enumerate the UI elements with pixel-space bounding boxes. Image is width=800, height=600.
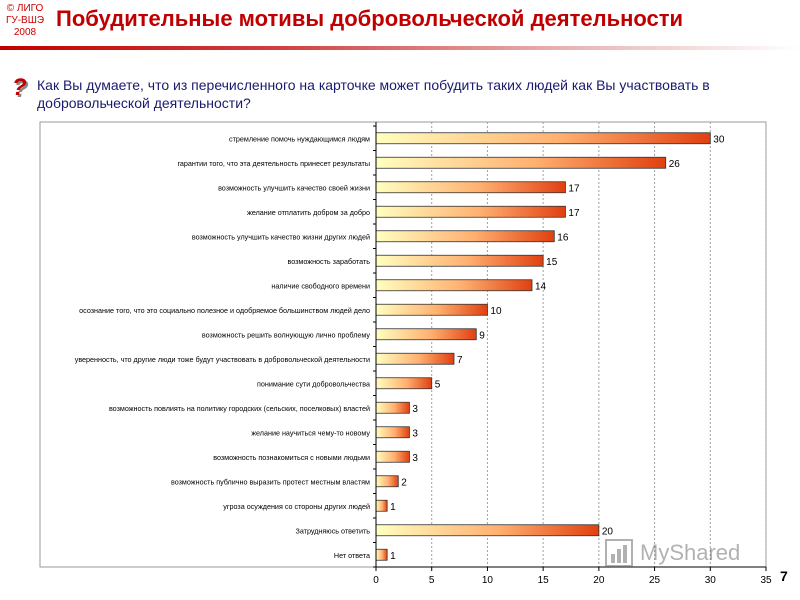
title-divider xyxy=(0,46,800,50)
bar-chart-icon xyxy=(605,539,633,567)
category-label: Затрудняюсь ответить xyxy=(296,526,371,535)
data-label: 7 xyxy=(457,355,463,366)
data-label: 30 xyxy=(713,134,725,145)
category-label: желание научиться чему-то новому xyxy=(251,428,370,437)
copyright-line: © ЛИГО xyxy=(6,3,44,14)
bar xyxy=(375,450,410,463)
bar xyxy=(375,254,544,267)
x-tick-label: 15 xyxy=(538,575,550,586)
data-label: 3 xyxy=(412,404,418,415)
bar xyxy=(375,156,667,169)
x-tick-label: 30 xyxy=(705,575,717,586)
question-mark-shadow: ? xyxy=(14,76,29,103)
bar xyxy=(375,548,388,561)
category-label: стремление помочь нуждающимся людям xyxy=(229,134,370,143)
bar xyxy=(375,524,600,537)
category-label: возможность улучшить качество жизни друг… xyxy=(192,232,370,241)
watermark-text: MyShared xyxy=(640,540,741,565)
bar xyxy=(375,352,455,365)
x-tick-label: 35 xyxy=(760,575,772,586)
data-label: 10 xyxy=(490,306,502,317)
category-label: угроза осуждения со стороны других людей xyxy=(223,502,370,511)
copyright-line: 2008 xyxy=(13,27,37,38)
question-text: Как Вы думаете, что из перечисленного на… xyxy=(37,77,710,111)
category-label: возможность публично выразить протест ме… xyxy=(171,477,370,486)
category-label: возможность повлиять на политику городск… xyxy=(109,404,370,413)
data-label: 15 xyxy=(546,257,558,268)
category-label: гарантии того, что эта деятельность прин… xyxy=(177,159,370,168)
bar xyxy=(375,132,711,145)
data-label: 17 xyxy=(568,208,580,219)
bar xyxy=(375,401,410,414)
x-tick-label: 20 xyxy=(593,575,605,586)
data-label: 1 xyxy=(390,551,396,562)
page-number: 7 xyxy=(780,568,788,584)
copyright-line: ГУ-ВШЭ xyxy=(5,15,45,26)
bar xyxy=(375,181,566,194)
category-label: возможность решить волнующую лично пробл… xyxy=(202,330,371,339)
bar xyxy=(375,303,488,316)
bar xyxy=(375,279,533,292)
category-label: Нет ответа xyxy=(334,551,370,560)
page-title: Побудительные мотивы добровольческой дея… xyxy=(56,6,684,31)
data-label: 17 xyxy=(568,183,580,194)
x-tick-label: 0 xyxy=(373,575,379,586)
category-label: желание отплатить добром за добро xyxy=(247,208,370,217)
data-label: 5 xyxy=(435,379,441,390)
data-label: 1 xyxy=(390,502,396,513)
bar xyxy=(375,205,566,218)
category-label: понимание сути добровольчества xyxy=(257,379,370,388)
bar xyxy=(375,230,555,243)
question-mark-icon: ? xyxy=(12,74,27,101)
data-label: 14 xyxy=(535,281,547,292)
data-label: 16 xyxy=(557,232,569,243)
data-label: 3 xyxy=(412,453,418,464)
bar xyxy=(375,499,388,512)
watermark-logo: MyShared xyxy=(604,536,764,570)
data-label: 2 xyxy=(401,477,407,488)
copyright-block: © ЛИГО ГУ-ВШЭ 2008 xyxy=(2,3,48,39)
bar xyxy=(375,426,410,439)
category-label: уверенность, что другие люди тоже будут … xyxy=(75,355,370,364)
data-label: 26 xyxy=(669,159,681,170)
bar xyxy=(375,475,399,488)
x-tick-label: 25 xyxy=(649,575,661,586)
data-label: 9 xyxy=(479,330,485,341)
data-label: 20 xyxy=(602,526,614,537)
category-label: осознание того, что это социально полезн… xyxy=(79,306,370,315)
category-label: возможность заработать xyxy=(287,257,370,266)
bar xyxy=(375,377,433,390)
category-label: наличие свободного времени xyxy=(271,281,370,290)
category-label: возможность улучшить качество своей жизн… xyxy=(218,183,370,192)
data-label: 3 xyxy=(412,428,418,439)
category-label: возможность познакомиться с новыми людьм… xyxy=(213,453,370,462)
x-tick-label: 10 xyxy=(482,575,494,586)
x-tick-label: 5 xyxy=(429,575,435,586)
bar xyxy=(375,328,477,341)
